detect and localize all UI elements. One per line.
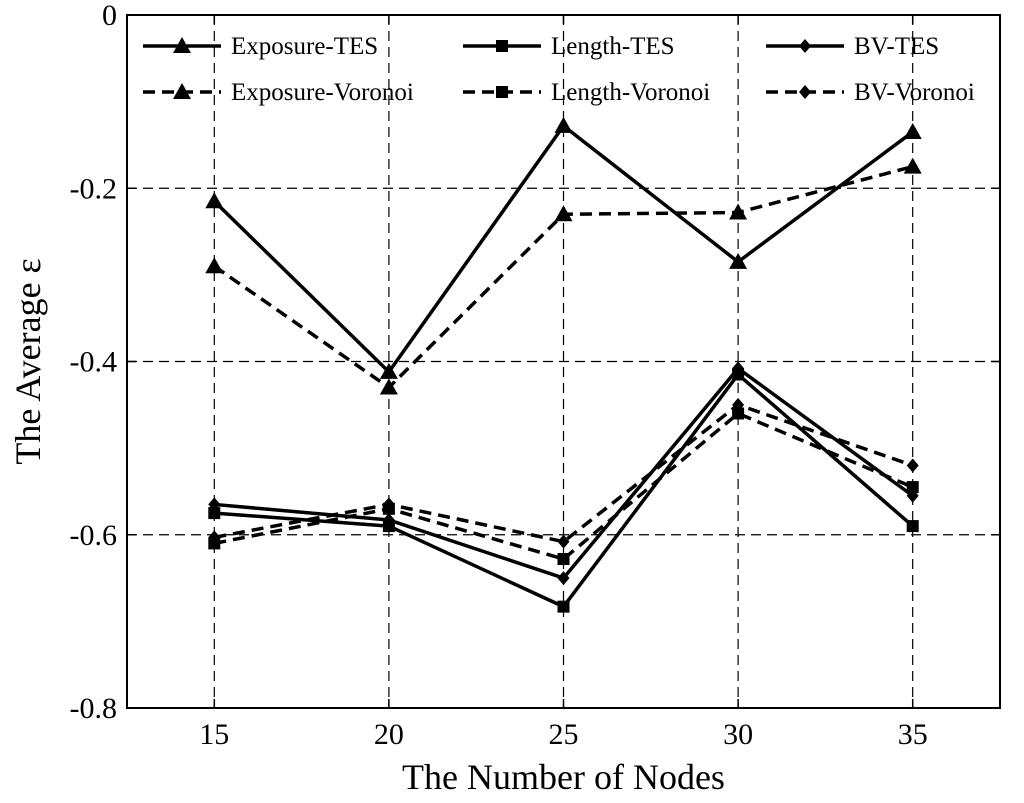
legend-label-bv-tes: BV-TES (854, 33, 939, 60)
data-point-exposure-tes (379, 362, 398, 379)
data-point-bv-tes (732, 361, 745, 376)
y-tick-label: -0.8 (70, 692, 118, 725)
series-exposure-tes (205, 116, 922, 379)
x-tick-label: 20 (374, 718, 404, 751)
legend-item-exposure-tes: Exposure-TES (143, 33, 378, 60)
y-tick-label: 0 (102, 0, 117, 32)
data-point-bv-voronoi (557, 534, 570, 549)
x-tick-label: 30 (723, 718, 753, 751)
data-point-bv-voronoi (382, 497, 395, 512)
data-point-bv-voronoi (906, 458, 919, 473)
data-point-bv-tes (557, 571, 570, 586)
x-tick-label: 35 (898, 718, 928, 751)
legend-marker-bv-voronoi (799, 85, 811, 99)
series-exposure-voronoi (205, 157, 922, 395)
legend-marker-exposure-voronoi (173, 83, 191, 99)
series-line-length-voronoi (213, 411, 914, 561)
data-point-exposure-tes (729, 252, 748, 269)
legend-marker-length-tes (496, 40, 508, 52)
data-point-exposure-voronoi (903, 157, 922, 174)
series-line-bv-voronoi (213, 402, 914, 544)
data-point-bv-voronoi (208, 530, 221, 545)
data-point-bv-tes (208, 497, 221, 512)
data-point-exposure-tes (554, 116, 573, 133)
series-layer (205, 116, 922, 613)
data-point-exposure-tes (205, 192, 224, 209)
data-point-length-tes (208, 507, 221, 520)
data-point-exposure-tes (903, 122, 922, 139)
legend-item-bv-voronoi: BV-Voronoi (766, 79, 975, 106)
data-point-exposure-voronoi (205, 257, 224, 274)
series-bv-voronoi (208, 397, 919, 549)
legend-label-exposure-voronoi: Exposure-Voronoi (231, 79, 414, 106)
legend-marker-length-voronoi (496, 86, 508, 98)
data-point-exposure-voronoi (729, 203, 748, 220)
legend-item-length-voronoi: Length-Voronoi (463, 79, 710, 106)
data-point-length-voronoi (732, 407, 745, 420)
y-tick-label: -0.4 (70, 346, 118, 379)
data-point-exposure-voronoi (554, 205, 573, 222)
grid (127, 15, 1000, 708)
legend-marker-exposure-tes (173, 37, 191, 53)
legend-label-length-tes: Length-TES (551, 33, 675, 60)
legend: Exposure-TES Length-TES BV-TES Exposure-Vor… (143, 33, 975, 106)
ticks: 15 20 25 30 35 0 -0.2 -0.4 -0.6 -0.8 (70, 0, 1000, 751)
legend-label-exposure-tes: Exposure-TES (231, 33, 378, 60)
data-point-exposure-voronoi (379, 378, 398, 395)
data-point-bv-voronoi (732, 397, 745, 412)
x-axis-title: The Number of Nodes (402, 757, 725, 797)
x-tick-label: 15 (199, 718, 229, 751)
y-tick-label: -0.6 (70, 519, 118, 552)
legend-marker-bv-tes (799, 39, 811, 53)
data-point-bv-tes (382, 513, 395, 528)
data-point-length-tes (557, 600, 570, 613)
legend-item-exposure-voronoi: Exposure-Voronoi (143, 79, 414, 106)
data-point-length-voronoi (557, 553, 570, 566)
data-point-length-tes (906, 520, 919, 533)
legend-item-length-tes: Length-TES (463, 33, 675, 60)
legend-label-bv-voronoi: BV-Voronoi (854, 79, 975, 106)
x-tick-label: 25 (549, 718, 579, 751)
y-tick-label: -0.2 (70, 172, 118, 205)
data-point-length-voronoi (906, 481, 919, 494)
legend-item-bv-tes: BV-TES (766, 33, 939, 60)
y-axis-title: The Average ε (8, 258, 48, 464)
legend-label-length-voronoi: Length-Voronoi (551, 79, 710, 106)
